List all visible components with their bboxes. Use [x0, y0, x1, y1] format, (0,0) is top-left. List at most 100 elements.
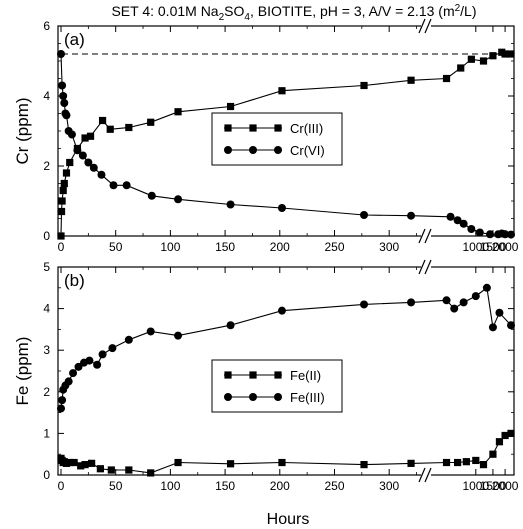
axis-break-mark	[424, 228, 432, 244]
y-tick-label: 0	[43, 468, 50, 482]
x-tick-label: 0	[58, 479, 65, 493]
y-tick-label: 0	[43, 229, 50, 243]
data-point-Cr(III)	[58, 197, 66, 205]
data-point-Fe(II)	[66, 458, 74, 467]
title-subscript: 4	[244, 12, 250, 23]
data-point-Fe(II)	[88, 459, 96, 467]
data-point-Cr(VI)	[147, 191, 156, 200]
data-point-Cr(VI)	[62, 111, 71, 120]
legend-label: Fe(II)	[290, 368, 321, 383]
data-point-Cr(VI)	[407, 211, 416, 220]
axis-break-mark	[424, 467, 432, 483]
legend-label: Cr(VI)	[290, 143, 325, 158]
y-tick-label: 1	[43, 426, 50, 440]
x-tick-label: 250	[324, 479, 344, 493]
data-point-Cr(VI)	[67, 130, 76, 139]
y-axis-label: Fe (ppm)	[13, 337, 32, 406]
data-point-Cr(VI)	[446, 212, 455, 221]
data-point-Fe(II)	[278, 458, 286, 467]
data-point-Cr(VI)	[60, 99, 69, 107]
data-point-Fe(II)	[501, 431, 509, 440]
title-superscript: 2	[455, 3, 461, 14]
legend-marker	[274, 371, 282, 379]
data-point-Fe(III)	[507, 321, 515, 330]
data-point-Cr(III)	[60, 179, 68, 188]
data-point-Fe(II)	[495, 438, 504, 446]
data-point-Cr(VI)	[89, 163, 98, 172]
axis-break-gap	[421, 228, 431, 244]
y-axis-label: Cr (ppm)	[13, 97, 32, 164]
data-point-Cr(III)	[174, 108, 182, 116]
data-point-Cr(VI)	[507, 230, 515, 239]
x-tick-label: 100	[160, 479, 180, 493]
data-point-Cr(III)	[62, 169, 71, 177]
x-tick-label: 200	[270, 240, 290, 254]
data-point-Fe(II)	[360, 461, 368, 469]
data-point-Fe(II)	[125, 466, 133, 474]
data-point-Fe(II)	[81, 461, 89, 469]
x-tick-label: 1500	[480, 479, 507, 493]
axis-break-gap	[421, 467, 431, 483]
data-point-Cr(III)	[125, 123, 133, 132]
x-tick-label: 2000	[492, 240, 519, 254]
x-tick-label: 50	[109, 240, 123, 254]
legend-label: Fe(III)	[290, 390, 325, 405]
x-tick-label: 300	[379, 479, 399, 493]
data-point-Fe(III)	[174, 331, 183, 340]
data-point-Fe(III)	[98, 350, 107, 359]
x-tick-label: 100	[160, 240, 180, 254]
data-point-Cr(VI)	[174, 195, 183, 204]
data-point-Cr(VI)	[475, 228, 484, 237]
data-point-Fe(II)	[472, 456, 480, 465]
data-point-Fe(III)	[471, 292, 480, 301]
data-point-Cr(III)	[81, 134, 89, 142]
data-point-Cr(III)	[57, 232, 65, 240]
data-point-Cr(III)	[501, 50, 509, 58]
data-point-Fe(II)	[407, 459, 415, 467]
y-tick-label: 4	[43, 89, 50, 103]
data-point-Cr(VI)	[226, 200, 235, 209]
title-part: /L)	[460, 3, 476, 19]
legend-marker	[224, 371, 232, 379]
data-point-Fe(II)	[96, 465, 104, 473]
data-point-Fe(III)	[442, 296, 451, 305]
data-point-Cr(III)	[407, 76, 415, 84]
legend-marker	[274, 146, 282, 154]
data-point-Cr(III)	[507, 50, 515, 58]
data-point-Cr(VI)	[122, 181, 131, 190]
data-point-Cr(III)	[457, 64, 465, 72]
data-point-Fe(II)	[70, 458, 78, 467]
data-point-Fe(II)	[462, 458, 470, 466]
data-point-Cr(III)	[57, 207, 66, 216]
x-tick-label: 250	[324, 240, 344, 254]
y-tick-label: 6	[43, 19, 50, 33]
panel-label: (a)	[64, 30, 85, 49]
data-point-Fe(III)	[450, 304, 459, 313]
data-point-Cr(III)	[467, 55, 475, 63]
data-point-Cr(VI)	[58, 81, 67, 90]
x-tick-label: 300	[379, 240, 399, 254]
title-part: SET 4: 0.01M Na	[111, 3, 218, 19]
y-tick-label: 4	[43, 302, 50, 316]
data-point-Cr(VI)	[459, 219, 468, 228]
x-tick-label: 50	[109, 479, 123, 493]
data-point-Cr(III)	[442, 74, 451, 83]
data-point-Cr(III)	[106, 125, 114, 133]
data-point-Cr(III)	[147, 118, 155, 126]
data-point-Fe(II)	[442, 458, 451, 467]
legend-marker	[224, 124, 232, 132]
legend-box	[211, 112, 343, 166]
legend-marker	[274, 124, 282, 132]
legend-marker	[224, 146, 232, 154]
data-point-Cr(VI)	[467, 225, 476, 233]
x-tick-label: 2000	[492, 479, 519, 493]
y-tick-label: 5	[43, 260, 50, 274]
data-point-Fe(III)	[124, 335, 133, 344]
x-tick-label: 150	[215, 479, 235, 493]
legend-marker	[249, 124, 257, 132]
data-point-Fe(III)	[57, 404, 65, 413]
data-point-Fe(III)	[85, 356, 94, 365]
data-point-Cr(VI)	[501, 230, 510, 239]
data-point-Fe(II)	[107, 466, 115, 474]
